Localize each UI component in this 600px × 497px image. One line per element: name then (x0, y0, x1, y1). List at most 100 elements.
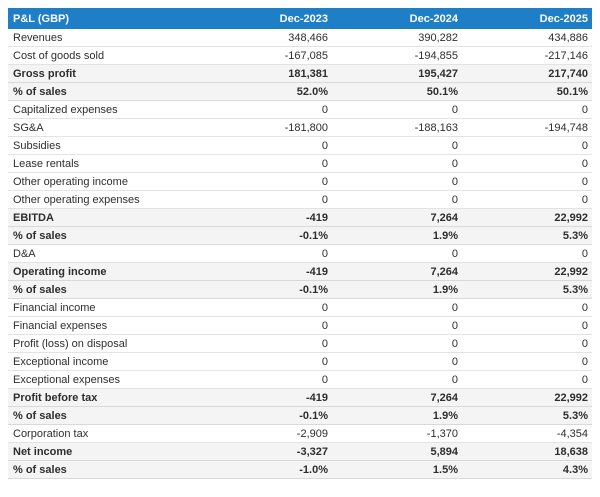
header-cell-title: P&L (GBP) (8, 8, 202, 29)
cell-value: 390,282 (332, 29, 462, 47)
cell-value: 0 (462, 136, 592, 155)
cell-value: 0 (202, 298, 332, 317)
table-row: EBITDA -419 7,264 22,992 (8, 208, 592, 227)
cell-value: 0 (202, 316, 332, 335)
cell-value: 0 (202, 244, 332, 263)
table-row: Exceptional income 0 0 0 (8, 352, 592, 371)
cell-value: 0 (332, 190, 462, 209)
row-label: Other operating income (8, 172, 202, 191)
table-row: Profit before tax -419 7,264 22,992 (8, 388, 592, 407)
cell-value: 0 (202, 172, 332, 191)
cell-value: 0 (332, 154, 462, 173)
row-label: Corporation tax (8, 424, 202, 443)
row-label: Financial income (8, 298, 202, 317)
cell-value: 22,992 (462, 262, 592, 281)
cell-value: 7,264 (332, 262, 462, 281)
cell-value: 181,381 (202, 64, 332, 83)
cell-value: 0 (332, 370, 462, 389)
cell-value: 0 (462, 316, 592, 335)
row-label: Revenues (8, 29, 202, 47)
cell-value: 1.5% (332, 460, 462, 479)
table-row: % of sales -0.1% 1.9% 5.3% (8, 280, 592, 299)
row-label: Profit (loss) on disposal (8, 334, 202, 353)
cell-value: -4,354 (462, 424, 592, 443)
row-label: Exceptional income (8, 352, 202, 371)
pnl-table-header: P&L (GBP) Dec-2023 Dec-2024 Dec-2025 (8, 8, 592, 29)
cell-value: -181,800 (202, 118, 332, 137)
cell-value: 1.9% (332, 226, 462, 245)
table-row: Cost of goods sold -167,085 -194,855 -217,1… (8, 46, 592, 65)
table-row: Subsidies 0 0 0 (8, 136, 592, 155)
table-row: % of sales 52.0% 50.1% 50.1% (8, 82, 592, 101)
table-row: Gross profit 181,381 195,427 217,740 (8, 64, 592, 83)
cell-value: -194,855 (332, 46, 462, 65)
cell-value: 0 (332, 298, 462, 317)
cell-value: 50.1% (462, 82, 592, 101)
cell-value: 22,992 (462, 208, 592, 227)
cell-value: -419 (202, 262, 332, 281)
header-cell-dec-2024: Dec-2024 (332, 8, 462, 29)
table-row: Financial expenses 0 0 0 (8, 316, 592, 335)
cell-value: 0 (462, 244, 592, 263)
cell-value: 0 (462, 172, 592, 191)
row-label: EBITDA (8, 208, 202, 227)
cell-value: 0 (332, 172, 462, 191)
cell-value: 0 (462, 190, 592, 209)
cell-value: 22,992 (462, 388, 592, 407)
cell-value: -419 (202, 208, 332, 227)
table-row: Operating income -419 7,264 22,992 (8, 262, 592, 281)
table-row: Other operating expenses 0 0 0 (8, 190, 592, 209)
pnl-table: P&L (GBP) Dec-2023 Dec-2024 Dec-2025 Rev… (8, 8, 592, 479)
table-row: % of sales -0.1% 1.9% 5.3% (8, 406, 592, 425)
row-label: % of sales (8, 280, 202, 299)
cell-value: 7,264 (332, 208, 462, 227)
row-label: % of sales (8, 82, 202, 101)
row-label: SG&A (8, 118, 202, 137)
cell-value: 4.3% (462, 460, 592, 479)
cell-value: -1,370 (332, 424, 462, 443)
cell-value: 5.3% (462, 406, 592, 425)
cell-value: 5.3% (462, 226, 592, 245)
cell-value: 348,466 (202, 29, 332, 47)
cell-value: 1.9% (332, 280, 462, 299)
cell-value: 0 (202, 370, 332, 389)
table-row: Financial income 0 0 0 (8, 298, 592, 317)
cell-value: 5.3% (462, 280, 592, 299)
cell-value: 0 (202, 352, 332, 371)
table-row: D&A 0 0 0 (8, 244, 592, 263)
cell-value: 0 (202, 190, 332, 209)
table-row: Capitalized expenses 0 0 0 (8, 100, 592, 119)
row-label: Gross profit (8, 64, 202, 83)
cell-value: 0 (462, 154, 592, 173)
cell-value: 0 (332, 352, 462, 371)
cell-value: -194,748 (462, 118, 592, 137)
row-label: Operating income (8, 262, 202, 281)
table-row: Net income -3,327 5,894 18,638 (8, 442, 592, 461)
cell-value: -217,146 (462, 46, 592, 65)
cell-value: 0 (462, 370, 592, 389)
row-label: % of sales (8, 406, 202, 425)
table-row: Corporation tax -2,909 -1,370 -4,354 (8, 424, 592, 443)
table-row: Other operating income 0 0 0 (8, 172, 592, 191)
cell-value: 0 (202, 154, 332, 173)
row-label: D&A (8, 244, 202, 263)
table-row: Revenues 348,466 390,282 434,886 (8, 29, 592, 47)
cell-value: 5,894 (332, 442, 462, 461)
cell-value: 0 (462, 100, 592, 119)
cell-value: 18,638 (462, 442, 592, 461)
cell-value: 0 (332, 136, 462, 155)
row-label: Subsidies (8, 136, 202, 155)
table-row: Profit (loss) on disposal 0 0 0 (8, 334, 592, 353)
table-header-row: P&L (GBP) Dec-2023 Dec-2024 Dec-2025 (8, 8, 592, 29)
cell-value: 0 (462, 352, 592, 371)
cell-value: -0.1% (202, 280, 332, 299)
row-label: Financial expenses (8, 316, 202, 335)
cell-value: -0.1% (202, 406, 332, 425)
cell-value: 50.1% (332, 82, 462, 101)
cell-value: 0 (332, 316, 462, 335)
row-label: Lease rentals (8, 154, 202, 173)
cell-value: 0 (202, 334, 332, 353)
cell-value: 1.9% (332, 406, 462, 425)
cell-value: -188,163 (332, 118, 462, 137)
